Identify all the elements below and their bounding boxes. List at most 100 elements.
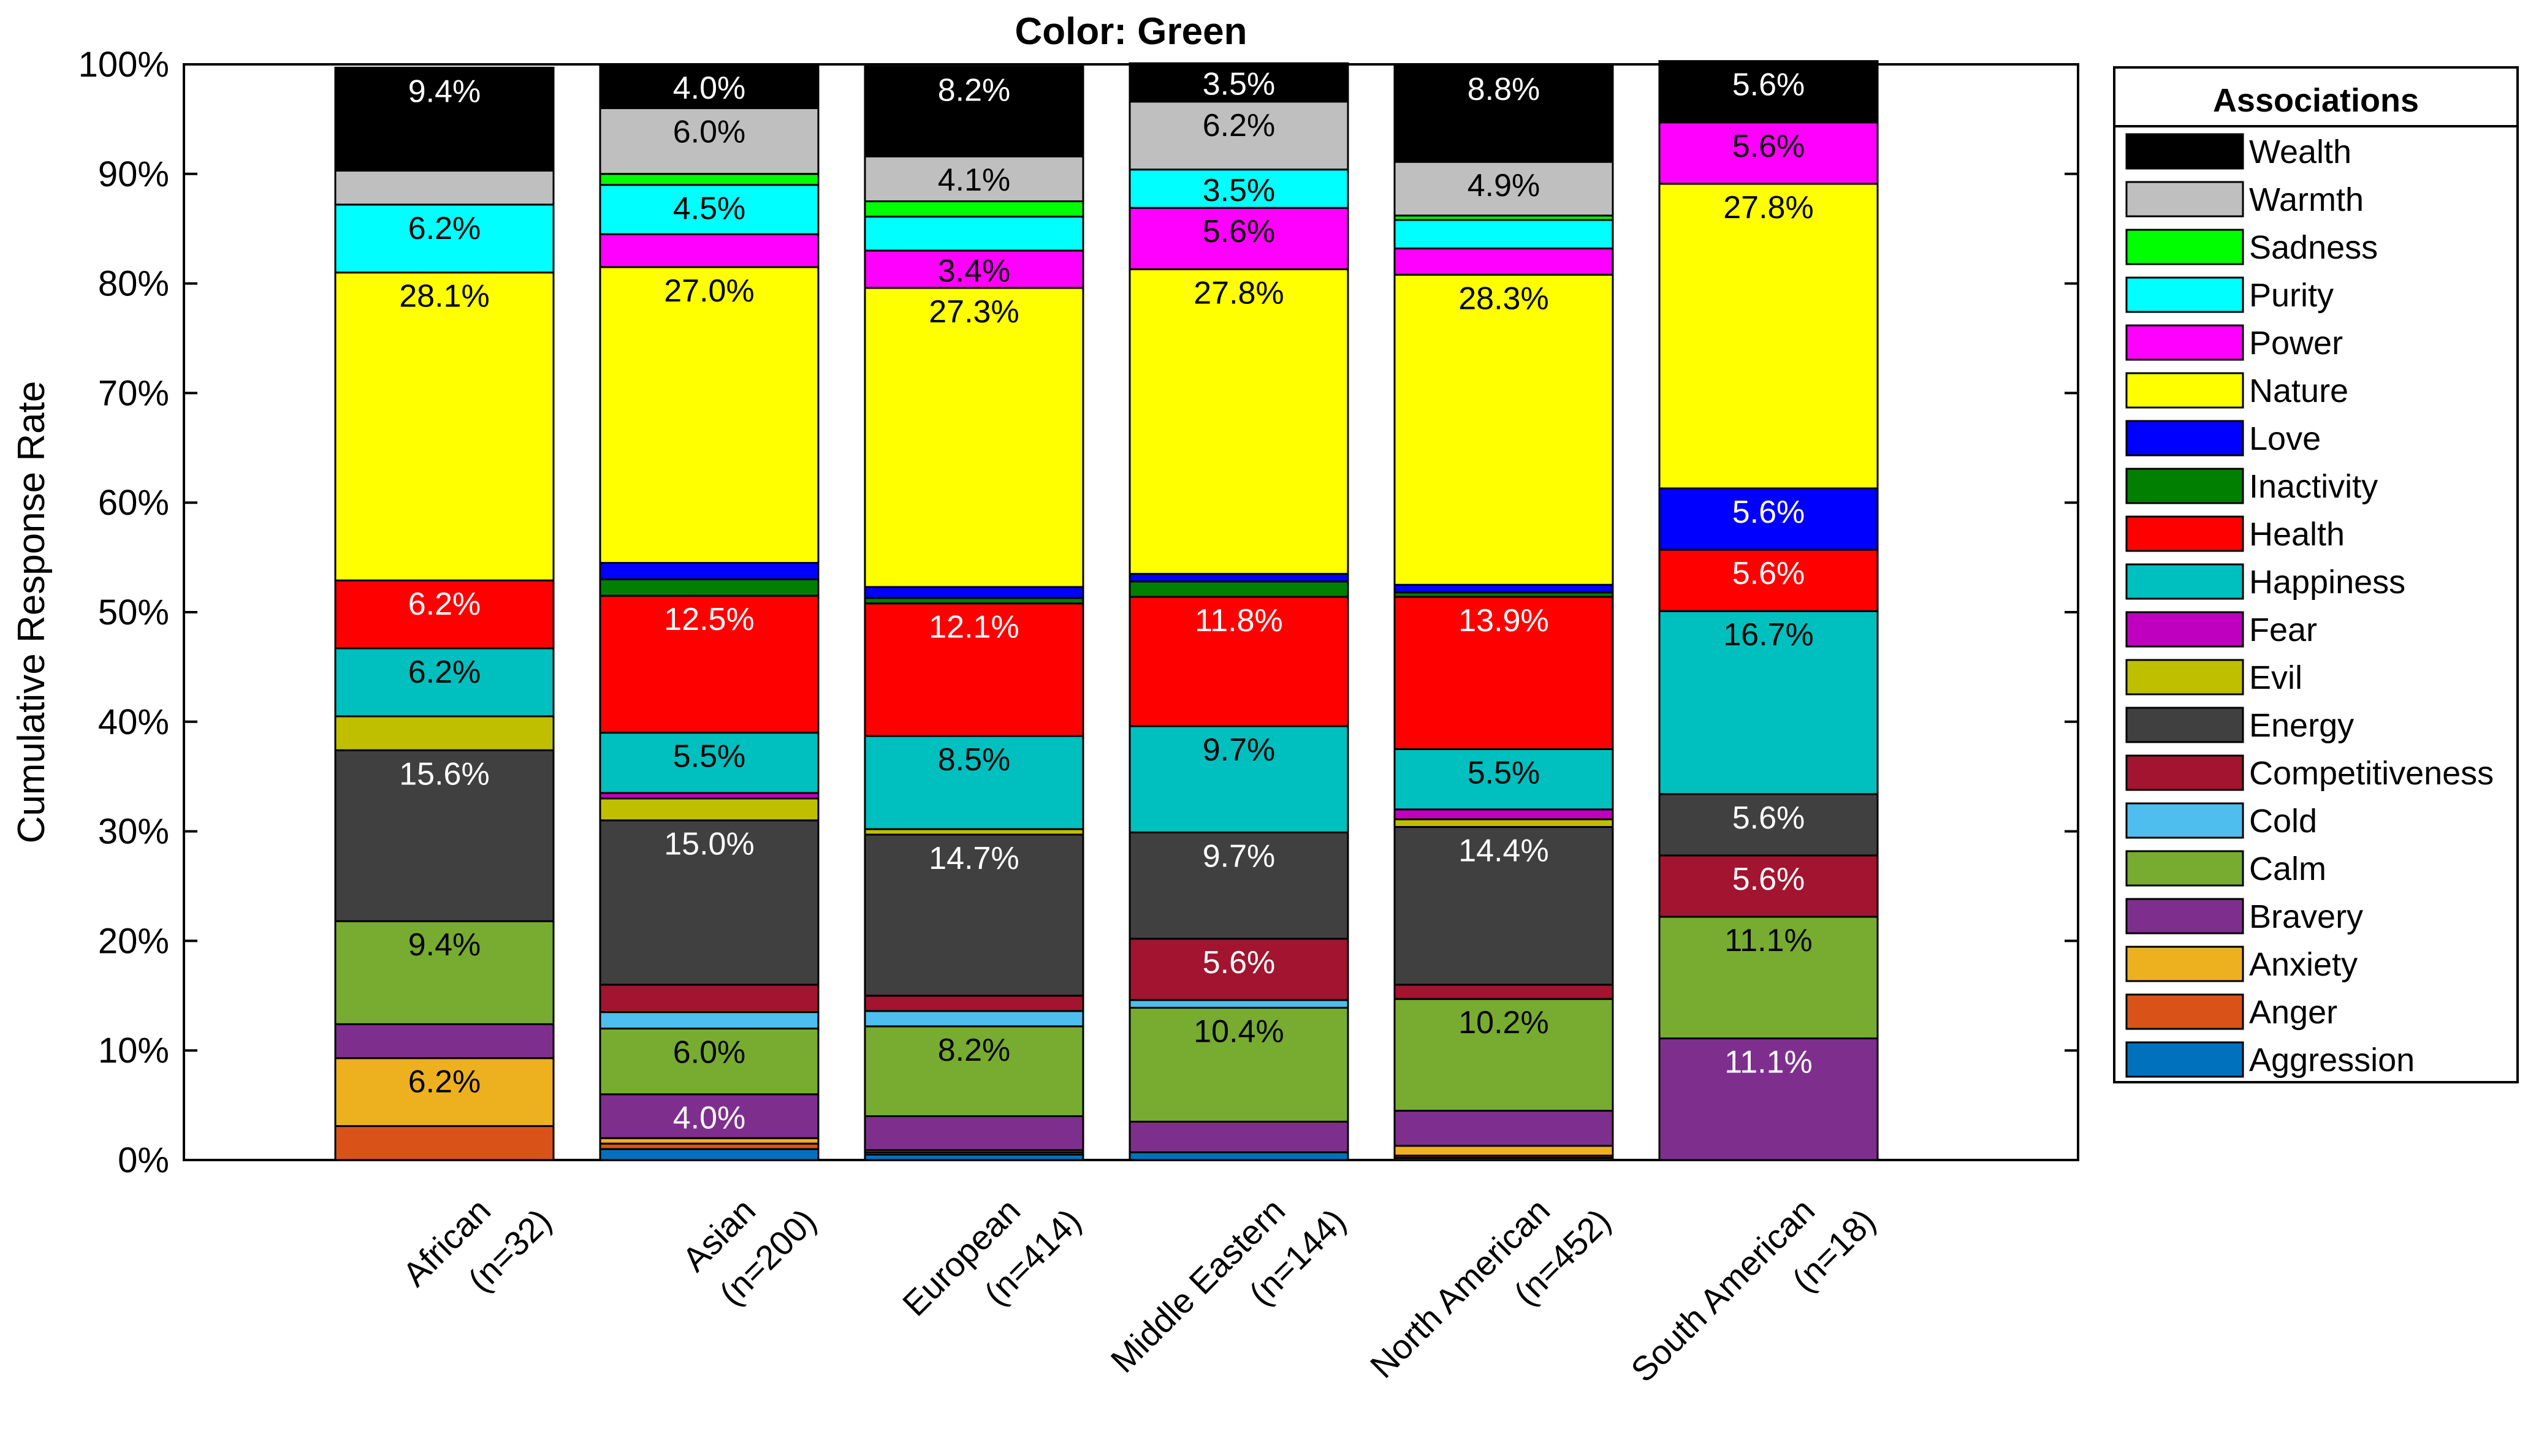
bar-segment-power bbox=[599, 233, 820, 268]
bar-segment-wealth bbox=[1129, 62, 1349, 103]
legend-swatch bbox=[2125, 993, 2244, 1030]
legend-item-evil: Evil bbox=[2125, 659, 2302, 696]
legend-item-happiness: Happiness bbox=[2125, 563, 2405, 601]
bar-segment-power bbox=[1658, 121, 1879, 185]
data-label: 3.5% bbox=[1203, 173, 1276, 208]
data-label: 6.2% bbox=[408, 586, 481, 622]
data-label: 28.3% bbox=[1458, 281, 1548, 316]
data-label: 16.7% bbox=[1723, 617, 1813, 653]
legend-label: Energy bbox=[2249, 707, 2354, 744]
data-label: 4.1% bbox=[938, 162, 1011, 198]
legend-swatch bbox=[2125, 133, 2244, 170]
bar-segment-love bbox=[1393, 583, 1614, 594]
data-label: 11.1% bbox=[1724, 1045, 1813, 1080]
y-tick-label: 100% bbox=[78, 45, 169, 85]
bar-asian: 4.0% 6.0% 15.0% 5.5% 12.5% 27.0% 4.5% 6.0% 4.0% bbox=[599, 63, 820, 1161]
bar-segment-nature bbox=[1658, 183, 1879, 490]
data-label: 9.4% bbox=[408, 927, 481, 963]
bar-segment-bravery bbox=[1393, 1110, 1614, 1147]
legend-label: Power bbox=[2249, 325, 2343, 362]
bar-segment-sadness bbox=[599, 173, 820, 186]
bar-north-american: 10.2% 14.4% 5.5% 13.9% 28.3% 4.9% 8.8% bbox=[1393, 64, 1614, 1161]
data-label: 5.6% bbox=[1732, 495, 1805, 530]
data-label: 11.1% bbox=[1724, 923, 1813, 958]
data-label: 4.9% bbox=[1468, 168, 1540, 203]
bar-segment-nature bbox=[599, 266, 820, 564]
legend-label: Fear bbox=[2249, 612, 2317, 648]
legend-item-energy: Energy bbox=[2125, 707, 2354, 744]
bar-segment-power bbox=[864, 249, 1084, 289]
bar-segment-nature bbox=[1129, 268, 1349, 575]
bar-segment-energy bbox=[1393, 825, 1614, 986]
data-label: 27.8% bbox=[1723, 190, 1813, 226]
data-label: 6.2% bbox=[408, 1064, 481, 1100]
data-label: 4.0% bbox=[673, 1100, 746, 1136]
data-label: 12.1% bbox=[929, 610, 1019, 645]
chart-title: Color: Green bbox=[1015, 10, 1247, 53]
data-label: 14.7% bbox=[929, 841, 1019, 876]
data-label: 5.6% bbox=[1203, 945, 1276, 980]
bar-segment-cold bbox=[864, 1010, 1084, 1028]
legend-swatch bbox=[2125, 1041, 2244, 1078]
legend-swatch bbox=[2125, 372, 2244, 409]
legend-item-anxiety: Anxiety bbox=[2125, 946, 2358, 983]
bar-segment-anxiety bbox=[334, 1057, 555, 1128]
legend-label: Competitiveness bbox=[2249, 755, 2494, 792]
bar-segment-inactivity bbox=[1129, 580, 1349, 598]
legend-label: Purity bbox=[2249, 277, 2334, 314]
legend-item-cold: Cold bbox=[2125, 802, 2317, 840]
bar-segment-purity bbox=[334, 203, 555, 274]
bar-segment-aggression bbox=[599, 1148, 820, 1161]
bar-segment-wealth bbox=[864, 66, 1084, 157]
legend-label: Aggression bbox=[2249, 1042, 2415, 1079]
legend-swatch bbox=[2125, 229, 2244, 265]
legend-item-purity: Purity bbox=[2125, 276, 2334, 314]
bar-segment-happiness bbox=[1658, 610, 1879, 795]
y-tick-label: 20% bbox=[98, 921, 169, 961]
legend: Associations Wealth Warmth Sadness Purity Pow… bbox=[2113, 66, 2519, 1083]
legend-title: Associations bbox=[2213, 82, 2419, 119]
bar-segment-energy bbox=[1129, 831, 1349, 940]
y-tick-label: 90% bbox=[98, 154, 169, 194]
bar-segment-wealth bbox=[1658, 60, 1879, 124]
bar-segment-calm bbox=[599, 1027, 820, 1096]
legend-swatch bbox=[2125, 850, 2244, 887]
data-label: 5.6% bbox=[1732, 67, 1805, 103]
bar-segment-energy bbox=[334, 749, 555, 922]
legend-label: Anxiety bbox=[2249, 946, 2358, 983]
legend-item-competitiveness: Competitiveness bbox=[2125, 754, 2494, 792]
bar-middle-eastern: 10.4% 5.6% 9.7% 9.7% 11.8% 27.8% 5.6% 3.5% 6.2% 3… bbox=[1129, 62, 1349, 1161]
legend-swatch bbox=[2125, 468, 2244, 504]
legend-label: Cold bbox=[2249, 803, 2317, 840]
bar-segment-competitiveness bbox=[1393, 984, 1614, 1000]
legend-item-fear: Fear bbox=[2125, 611, 2317, 648]
data-label: 5.6% bbox=[1732, 862, 1805, 897]
data-label: 27.8% bbox=[1194, 275, 1284, 311]
bar-segment-bravery bbox=[1658, 1037, 1879, 1161]
bar-segment-bravery bbox=[334, 1023, 555, 1060]
legend-item-love: Love bbox=[2125, 420, 2321, 457]
data-label: 28.1% bbox=[399, 279, 489, 314]
bar-african: 6.2% 9.4% 15.6% 6.2% 6.2% 28.1% 6.2% 9.4% bbox=[334, 66, 555, 1161]
data-label: 6.0% bbox=[673, 1034, 746, 1070]
legend-swatch bbox=[2125, 563, 2244, 600]
bar-segment-energy bbox=[599, 819, 820, 986]
data-label: 6.2% bbox=[408, 211, 481, 246]
bar-segment-energy bbox=[1658, 793, 1879, 857]
legend-item-aggression: Aggression bbox=[2125, 1041, 2415, 1079]
y-tick-label: 30% bbox=[98, 812, 169, 852]
bar-segment-purity bbox=[1393, 219, 1614, 249]
legend-label: Warmth bbox=[2249, 181, 2364, 218]
data-label: 11.8% bbox=[1195, 603, 1283, 639]
legend-swatch bbox=[2125, 898, 2244, 935]
bar-segment-competitiveness bbox=[599, 984, 820, 1014]
bar-segment-health bbox=[334, 579, 555, 650]
legend-swatch bbox=[2125, 515, 2244, 552]
legend-label: Nature bbox=[2249, 373, 2348, 409]
legend-label: Health bbox=[2249, 516, 2345, 553]
y-tick-label: 70% bbox=[98, 373, 169, 413]
data-label: 3.4% bbox=[938, 253, 1011, 289]
legend-label: Evil bbox=[2249, 659, 2302, 696]
bar-segment-bravery bbox=[864, 1115, 1084, 1151]
